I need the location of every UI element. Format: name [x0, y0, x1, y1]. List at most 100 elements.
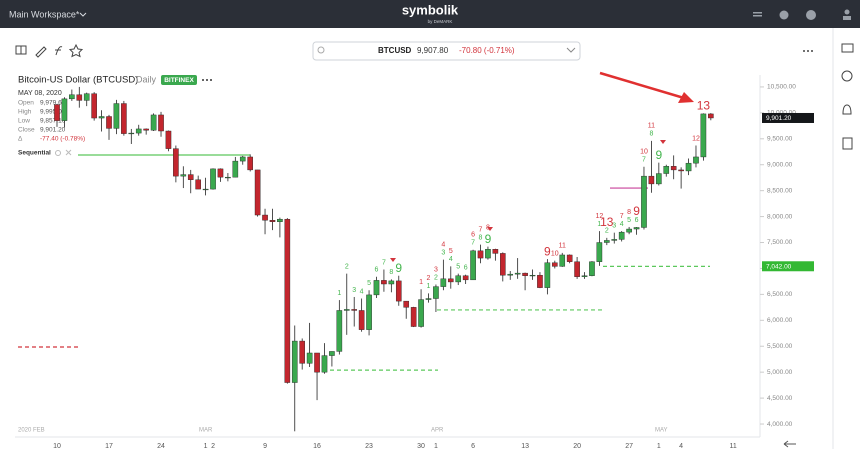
- bell-icon[interactable]: [842, 104, 852, 115]
- candle-body: [165, 130, 172, 149]
- icon[interactable]: [753, 15, 762, 17]
- candle-body: [485, 249, 491, 259]
- countdown-count: 13: [697, 99, 711, 113]
- candle-body: [559, 254, 566, 267]
- top-icons[interactable]: [753, 9, 851, 21]
- x-tick-label: 27: [625, 443, 633, 449]
- candle-body: [663, 166, 670, 174]
- x-tick-label: 17: [105, 443, 113, 449]
- info-value: 9,995.00: [40, 109, 66, 116]
- countdown-count: 5: [449, 248, 453, 255]
- scroll-arrow[interactable]: [783, 440, 796, 448]
- workspace-caret[interactable]: [79, 12, 87, 17]
- candle-body: [648, 175, 655, 185]
- x-tick-label: 11: [729, 443, 736, 449]
- countdown-count: 12: [595, 213, 603, 220]
- candle-body: [388, 280, 395, 285]
- book-icon[interactable]: [15, 45, 27, 55]
- pen-icon[interactable]: [35, 46, 47, 58]
- user-icon[interactable]: [844, 9, 850, 15]
- candle-body: [269, 220, 276, 222]
- setup-count: 2: [605, 228, 609, 235]
- more-menu[interactable]: [803, 50, 813, 52]
- setup-count: 8: [389, 269, 393, 276]
- month-label: 2020 FEB: [18, 428, 45, 434]
- search-caret[interactable]: [566, 47, 576, 53]
- month-label: APR: [431, 428, 444, 434]
- candle-body: [433, 286, 439, 299]
- setup-count: 8: [479, 234, 483, 241]
- candle-body: [277, 218, 283, 222]
- help-icon[interactable]: [806, 10, 816, 20]
- setup-count: 9: [395, 261, 402, 275]
- chart-menu[interactable]: [202, 79, 212, 81]
- candle-body: [656, 173, 662, 185]
- candle-body: [641, 175, 647, 228]
- setup-count: 1: [597, 221, 601, 228]
- month-label: MAY: [655, 428, 668, 434]
- countdown-count: 7: [479, 226, 483, 233]
- price-tag-label: 9,901.20: [766, 115, 792, 122]
- x-tick-label: 1: [204, 443, 208, 449]
- countdown-count: 8: [486, 225, 490, 232]
- candle-body: [98, 116, 105, 119]
- star-icon[interactable]: [68, 43, 84, 58]
- candle-body: [425, 298, 432, 300]
- candle-body: [693, 156, 699, 164]
- month-label: MAR: [199, 428, 213, 434]
- candle-body: [678, 169, 684, 172]
- search-icon: [317, 46, 325, 54]
- doc-icon[interactable]: [842, 137, 853, 150]
- candle-body: [150, 114, 157, 131]
- x-tick-label: 4: [679, 443, 683, 449]
- setup-count: 7: [642, 157, 646, 164]
- info-value: -77.40 (-0.78%): [40, 136, 85, 143]
- candle-body: [210, 168, 216, 190]
- candle-body: [76, 94, 83, 101]
- fx-icon[interactable]: [55, 46, 63, 56]
- candle-body: [195, 179, 201, 190]
- y-tick-label: 7,500.00: [767, 239, 793, 246]
- info-label: Low: [18, 118, 30, 125]
- candle-body: [440, 278, 447, 287]
- interval: Daily: [136, 74, 157, 84]
- candle-body: [83, 93, 90, 101]
- candle-body: [202, 188, 209, 191]
- info-label: High: [18, 109, 32, 116]
- quote-price: 9,907.80: [417, 46, 449, 55]
- countdown-count: 12: [692, 135, 700, 142]
- y-tick-label: 4,500.00: [767, 395, 793, 402]
- x-tick-label: 1: [434, 443, 438, 449]
- candle-body: [670, 166, 677, 171]
- y-tick-label: 5,000.00: [767, 369, 793, 376]
- user-icon[interactable]: [843, 16, 851, 20]
- candle-body: [284, 218, 291, 383]
- indicator-remove[interactable]: [65, 149, 72, 156]
- info-label: Open: [18, 100, 34, 107]
- setup-count: 3: [441, 249, 445, 256]
- indicator-settings[interactable]: [55, 150, 61, 156]
- candle-body: [626, 228, 632, 233]
- setup-count: 5: [367, 280, 371, 287]
- candle-body: [173, 148, 179, 177]
- y-tick-label: 9,000.00: [767, 161, 793, 168]
- search-box[interactable]: [312, 41, 581, 61]
- countdown-count: 10: [640, 149, 648, 156]
- countdown-count: 10: [551, 251, 559, 258]
- candle-body: [477, 250, 484, 259]
- candle-body: [247, 156, 253, 171]
- briefcase-icon[interactable]: [841, 43, 854, 53]
- settings-icon[interactable]: [779, 10, 789, 20]
- arrow-annotation: [599, 71, 694, 103]
- info-label: Δ: [18, 136, 23, 143]
- x-tick-label: 6: [471, 443, 475, 449]
- candle-body: [574, 261, 580, 277]
- target-icon[interactable]: [841, 70, 853, 82]
- workspace-name[interactable]: Main Workspace*: [9, 9, 80, 19]
- price-tag: [762, 112, 814, 123]
- countdown-count: 13: [600, 215, 614, 229]
- icon[interactable]: [753, 12, 762, 14]
- candle-body: [128, 132, 135, 135]
- candle-body: [507, 273, 514, 276]
- sidebar-icons[interactable]: [841, 43, 854, 150]
